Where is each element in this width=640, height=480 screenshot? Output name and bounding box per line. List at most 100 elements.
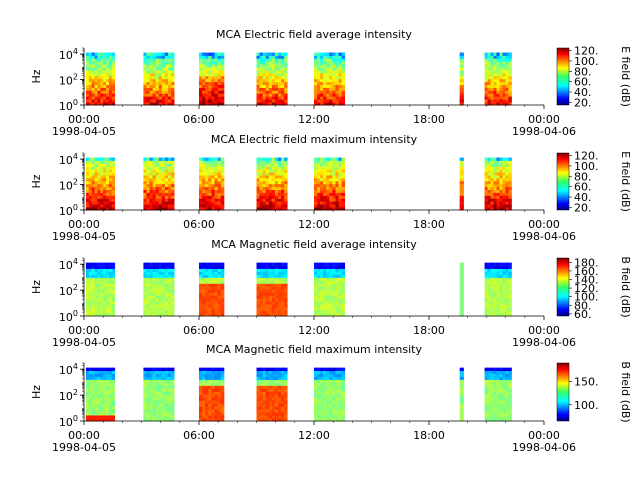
spectrogram-cell	[217, 201, 222, 205]
spectrogram-cell	[326, 376, 330, 380]
spectrogram-cell	[94, 397, 98, 401]
spectrogram-cell	[108, 298, 113, 302]
spectrogram-cell	[323, 412, 327, 416]
spectrogram-cell	[493, 72, 497, 77]
spectrogram-cell	[459, 172, 464, 176]
spectrogram-cell	[284, 87, 288, 91]
spectrogram-cell	[106, 169, 110, 173]
spectrogram-cell	[97, 307, 101, 311]
spectrogram-cell	[108, 385, 113, 389]
spectrogram-cell	[505, 274, 509, 278]
spectrogram-cell	[317, 75, 321, 80]
spectrogram-cell	[508, 400, 512, 404]
spectrogram-cell	[314, 75, 318, 80]
spectrogram-cell	[496, 52, 500, 56]
spectrogram-cell	[108, 186, 113, 190]
spectrogram-cell	[490, 412, 494, 416]
spectrogram-cell	[320, 189, 324, 193]
spectrogram-cell	[88, 406, 93, 410]
spectrogram-cell	[259, 55, 264, 59]
spectrogram-cell	[274, 280, 279, 284]
spectrogram-cell	[155, 75, 160, 80]
spectrogram-cell	[505, 418, 509, 422]
spectrogram-cell	[499, 403, 503, 407]
spectrogram-cell	[490, 376, 494, 380]
spectrogram-cell	[277, 286, 282, 290]
spectrogram-cell	[329, 157, 333, 161]
spectrogram-cell	[274, 198, 279, 202]
spectrogram-cell	[262, 298, 267, 302]
spectrogram-cell	[323, 61, 327, 65]
spectrogram-cell	[256, 277, 260, 281]
spectrogram-cell	[158, 385, 163, 389]
spectrogram-cell	[277, 61, 282, 65]
y-axis-label: Hz	[30, 280, 43, 294]
spectrogram-cell	[281, 292, 285, 296]
spectrogram-cell	[323, 289, 327, 293]
spectrogram-cell	[332, 198, 336, 202]
spectrogram-cell	[146, 313, 150, 317]
spectrogram-cell	[97, 102, 101, 106]
spectrogram-cell	[171, 90, 175, 94]
spectrogram-cell	[259, 370, 264, 374]
spectrogram-cell	[143, 367, 147, 371]
spectrogram-cell	[106, 81, 110, 85]
spectrogram-cell	[459, 90, 464, 94]
spectrogram-cell	[167, 58, 172, 62]
spectrogram-cell	[152, 367, 157, 371]
spectrogram-cell	[205, 313, 209, 317]
spectrogram-cell	[152, 406, 157, 410]
spectrogram-cell	[329, 301, 333, 305]
spectrogram-cell	[146, 157, 150, 161]
spectrogram-cell	[277, 75, 282, 80]
spectrogram-cell	[106, 403, 110, 407]
spectrogram-cell	[256, 177, 260, 182]
spectrogram-cell	[329, 99, 333, 103]
spectrogram-cell	[91, 93, 95, 97]
spectrogram-cell	[111, 265, 116, 269]
spectrogram-cell	[332, 189, 336, 193]
spectrogram-cell	[111, 394, 116, 398]
spectrogram-cell	[106, 301, 110, 305]
spectrogram-cell	[335, 307, 339, 311]
spectrogram-cell	[499, 313, 503, 317]
spectrogram-cell	[88, 292, 93, 296]
spectrogram-cell	[274, 72, 279, 77]
spectrogram-cell	[220, 292, 225, 296]
spectrogram-cell	[487, 72, 491, 77]
spectrogram-cell	[281, 406, 285, 410]
spectrogram-cell	[214, 379, 219, 383]
spectrogram-cell	[265, 403, 270, 407]
spectrogram-cell	[94, 204, 98, 208]
spectrogram-cell	[199, 160, 203, 164]
spectrogram-cell	[314, 367, 318, 371]
spectrogram-block	[459, 157, 464, 211]
spectrogram-cell	[103, 388, 107, 392]
spectrogram-cell	[332, 177, 336, 182]
spectrogram-cell	[332, 160, 336, 164]
spectrogram-cell	[88, 192, 93, 196]
spectrogram-cell	[277, 166, 282, 170]
spectrogram-cell	[217, 268, 222, 272]
spectrogram-cell	[91, 195, 95, 199]
spectrogram-cell	[94, 55, 98, 59]
spectrogram-cell	[103, 292, 107, 296]
spectrogram-cell	[499, 370, 503, 374]
spectrogram-cell	[484, 382, 488, 386]
spectrogram-cell	[97, 391, 101, 395]
spectrogram-cell	[143, 78, 147, 83]
spectrogram-cell	[326, 400, 330, 404]
spectrogram-cell	[202, 160, 206, 164]
spectrogram-cell	[146, 201, 150, 205]
spectrogram-cell	[277, 96, 282, 100]
spectrogram-cell	[164, 376, 169, 380]
spectrogram-cell	[320, 177, 324, 182]
spectrogram-cell	[91, 166, 95, 170]
spectrogram-cell	[484, 277, 488, 281]
spectrogram-cell	[199, 93, 203, 97]
spectrogram-cell	[152, 286, 157, 290]
spectrogram-cell	[214, 412, 219, 416]
spectrogram-cell	[329, 81, 333, 85]
spectrogram-cell	[111, 72, 116, 77]
spectrogram-cell	[208, 265, 212, 269]
